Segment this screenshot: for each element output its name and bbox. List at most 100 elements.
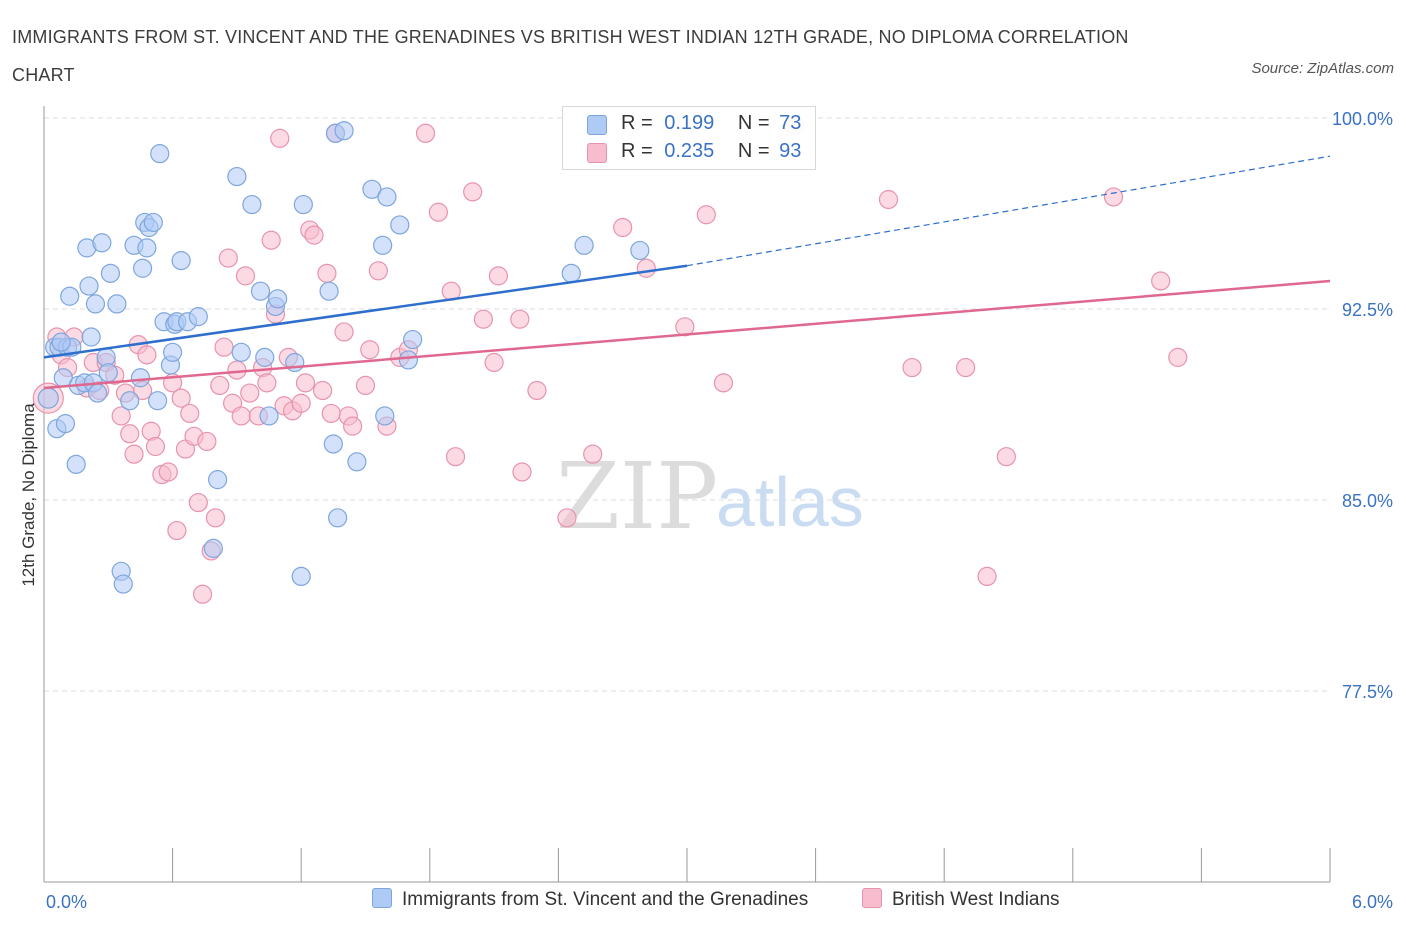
point-british-west-indians <box>188 492 208 513</box>
point-british-west-indians <box>145 436 166 457</box>
point-british-west-indians <box>227 360 247 380</box>
point-british-west-indians <box>257 373 277 393</box>
point-british-west-indians <box>1168 347 1188 367</box>
point-st-vincent <box>51 332 71 352</box>
point-british-west-indians <box>231 406 251 426</box>
point-british-west-indians <box>583 444 603 464</box>
point-british-west-indians <box>295 373 316 393</box>
point-british-west-indians <box>343 416 363 436</box>
legend-swatch-pink <box>862 888 882 908</box>
point-st-vincent <box>362 179 382 199</box>
watermark: ZIP atlas <box>556 443 864 550</box>
point-st-vincent <box>85 294 106 314</box>
point-british-west-indians <box>415 123 436 143</box>
series2-n-label: N = <box>737 140 770 162</box>
point-british-west-indians <box>313 380 333 401</box>
point-st-vincent <box>107 294 127 314</box>
point-st-vincent <box>319 281 339 301</box>
point-british-west-indians <box>355 375 376 395</box>
point-british-west-indians <box>205 508 226 528</box>
point-british-west-indians <box>304 225 324 245</box>
point-british-west-indians <box>270 128 290 148</box>
point-british-west-indians <box>1151 271 1171 291</box>
axes-layer <box>43 106 1331 883</box>
trend-lines <box>43 155 1331 390</box>
point-british-west-indians <box>713 373 734 393</box>
point-british-west-indians <box>193 584 213 604</box>
point-st-vincent <box>630 240 650 261</box>
point-st-vincent <box>375 406 395 426</box>
point-st-vincent <box>79 276 99 296</box>
trend-line-st-vincent <box>43 264 688 359</box>
point-st-vincent <box>291 566 311 587</box>
point-st-vincent <box>398 350 418 370</box>
point-british-west-indians <box>291 393 311 413</box>
legend-label-st-vincent: Immigrants from St. Vincent and the Gren… <box>402 889 809 910</box>
y-tick-label: 85.0% <box>1342 491 1393 511</box>
point-british-west-indians <box>463 182 483 202</box>
point-british-west-indians <box>484 352 504 373</box>
point-st-vincent <box>171 251 191 271</box>
point-british-west-indians <box>171 388 191 408</box>
point-st-vincent <box>130 368 151 388</box>
legend-item-st-vincent[interactable]: Immigrants from St. Vincent and the Gren… <box>372 888 808 911</box>
point-st-vincent <box>231 342 251 362</box>
point-british-west-indians <box>321 403 341 424</box>
point-british-west-indians <box>120 424 140 444</box>
point-british-west-indians <box>158 462 178 482</box>
point-british-west-indians <box>210 375 230 395</box>
point-british-west-indians <box>557 508 577 528</box>
point-british-west-indians <box>111 406 131 426</box>
axis-labels: 100.0% 92.5% 85.0% 77.5% 0.0% 6.0% 12th Grade,… <box>19 109 1393 912</box>
point-st-vincent <box>250 281 271 301</box>
point-british-west-indians <box>334 322 354 342</box>
point-british-west-indians <box>428 202 448 222</box>
point-st-vincent <box>37 387 59 409</box>
point-st-vincent <box>347 452 367 472</box>
point-st-vincent <box>66 454 86 474</box>
point-st-vincent <box>268 289 288 309</box>
point-st-vincent <box>60 286 80 306</box>
watermark-zip: ZIP <box>556 443 718 550</box>
point-british-west-indians <box>261 230 281 250</box>
point-british-west-indians <box>240 383 260 403</box>
point-st-vincent <box>137 238 157 258</box>
point-st-vincent <box>120 391 140 411</box>
point-st-vincent <box>328 508 348 528</box>
point-st-vincent <box>390 215 410 235</box>
series2-r-label: R = <box>621 140 653 162</box>
y-axis-title: 12th Grade, No Diploma <box>19 403 38 587</box>
series1-swatch <box>587 115 607 135</box>
point-british-west-indians <box>527 380 547 401</box>
point-british-west-indians <box>368 261 388 281</box>
legend-label-british-west-indians: British West Indians <box>892 889 1060 910</box>
point-british-west-indians <box>977 566 997 587</box>
watermark-atlas: atlas <box>716 463 864 541</box>
point-british-west-indians <box>137 345 157 365</box>
point-british-west-indians <box>124 444 144 464</box>
point-british-west-indians <box>197 431 217 452</box>
series1-n-value: 73 <box>779 112 802 134</box>
point-british-west-indians <box>1103 187 1124 207</box>
legend-item-british-west-indians[interactable]: British West Indians <box>862 888 1060 911</box>
stats-legend: R = 0.199 N = 73 R = 0.235 N = 93 <box>562 106 816 170</box>
point-st-vincent <box>113 574 133 594</box>
series1-r-label: R = <box>621 112 653 134</box>
point-st-vincent <box>574 235 594 255</box>
point-st-vincent <box>227 166 247 187</box>
point-st-vincent <box>92 233 112 253</box>
point-st-vincent <box>373 235 393 255</box>
point-st-vincent <box>55 414 76 434</box>
point-british-west-indians <box>636 258 656 278</box>
point-st-vincent <box>87 383 108 403</box>
point-british-west-indians <box>956 357 976 378</box>
point-british-west-indians <box>360 340 380 360</box>
series2-r-value: 0.235 <box>664 140 715 162</box>
point-st-vincent <box>293 194 313 215</box>
point-british-west-indians <box>218 248 238 268</box>
trend-line-st-vincent-extension <box>686 155 1331 267</box>
series2-swatch <box>587 143 607 163</box>
point-st-vincent <box>147 391 168 411</box>
point-british-west-indians <box>445 447 466 467</box>
point-st-vincent <box>100 263 121 283</box>
